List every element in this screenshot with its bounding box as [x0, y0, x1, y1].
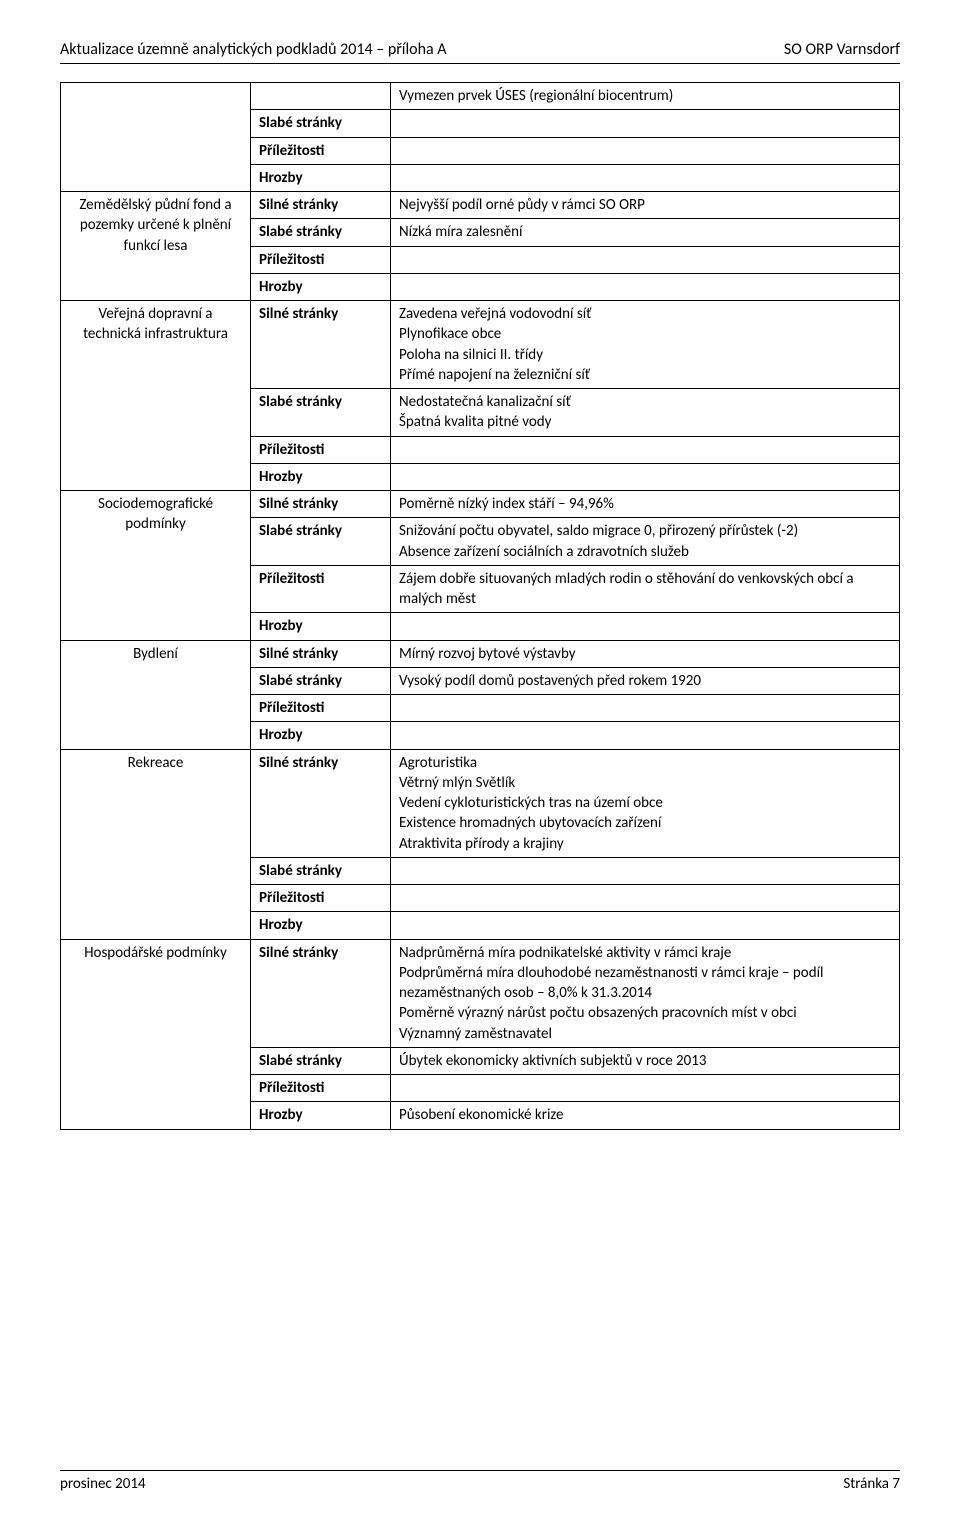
kind-prilezitosti: Příležitosti — [251, 885, 391, 912]
value-cell — [391, 164, 900, 191]
kind-slabe: Slabé stránky — [251, 1047, 391, 1074]
table-row: Rekreace Silné stránky AgroturistikaVětr… — [61, 749, 900, 857]
page-footer: prosinec 2014 Stránka 7 — [60, 1470, 900, 1493]
kind-silne: Silné stránky — [251, 301, 391, 389]
page-header: Aktualizace územně analytických podkladů… — [60, 40, 900, 64]
value-cell: Úbytek ekonomicky aktivních subjektů v r… — [391, 1047, 900, 1074]
value-cell: Působení ekonomické krize — [391, 1102, 900, 1129]
table-row: Zemědělský půdní fond a pozemky určené k… — [61, 192, 900, 219]
kind-silne: Silné stránky — [251, 749, 391, 857]
header-right: SO ORP Varnsdorf — [784, 40, 900, 59]
kind-slabe: Slabé stránky — [251, 667, 391, 694]
value-cell: Nízká míra zalesnění — [391, 219, 900, 246]
kind-blank — [251, 83, 391, 110]
table-row: Sociodemografické podmínky Silné stránky… — [61, 491, 900, 518]
table-row: Vymezen prvek ÚSES (regionální biocentru… — [61, 83, 900, 110]
kind-prilezitosti: Příležitosti — [251, 137, 391, 164]
category-verejna: Veřejná dopravní a technická infrastrukt… — [61, 301, 251, 491]
kind-slabe: Slabé stránky — [251, 110, 391, 137]
value-cell: AgroturistikaVětrný mlýn SvětlíkVedení c… — [391, 749, 900, 857]
category-bydleni: Bydlení — [61, 640, 251, 749]
value-cell — [391, 722, 900, 749]
kind-hrozby: Hrozby — [251, 613, 391, 640]
header-left: Aktualizace územně analytických podkladů… — [60, 40, 447, 59]
value-cell — [391, 885, 900, 912]
kind-hrozby: Hrozby — [251, 722, 391, 749]
value-cell: Poměrně nízký index stáří – 94,96% — [391, 491, 900, 518]
kind-prilezitosti: Příležitosti — [251, 695, 391, 722]
value-cell — [391, 110, 900, 137]
swot-table: Vymezen prvek ÚSES (regionální biocentru… — [60, 82, 900, 1130]
kind-slabe: Slabé stránky — [251, 389, 391, 437]
value-cell: Mírný rozvoj bytové výstavby — [391, 640, 900, 667]
kind-hrozby: Hrozby — [251, 912, 391, 939]
kind-silne: Silné stránky — [251, 640, 391, 667]
kind-hrozby: Hrozby — [251, 164, 391, 191]
value-cell — [391, 613, 900, 640]
value-cell — [391, 137, 900, 164]
value-cell: Snižování počtu obyvatel, saldo migrace … — [391, 518, 900, 566]
value-cell — [391, 857, 900, 884]
kind-slabe: Slabé stránky — [251, 857, 391, 884]
kind-silne: Silné stránky — [251, 491, 391, 518]
kind-silne: Silné stránky — [251, 192, 391, 219]
category-socio: Sociodemografické podmínky — [61, 491, 251, 641]
value-cell: Nadprůměrná míra podnikatelské aktivity … — [391, 939, 900, 1047]
kind-slabe: Slabé stránky — [251, 518, 391, 566]
table-row: Hospodářské podmínky Silné stránky Nadpr… — [61, 939, 900, 1047]
value-cell — [391, 436, 900, 463]
value-cell: Vysoký podíl domů postavených před rokem… — [391, 667, 900, 694]
category-rekreace: Rekreace — [61, 749, 251, 939]
value-cell — [391, 463, 900, 490]
kind-hrozby: Hrozby — [251, 463, 391, 490]
page: Aktualizace územně analytických podkladů… — [0, 0, 960, 1523]
kind-prilezitosti: Příležitosti — [251, 436, 391, 463]
value-cell — [391, 1075, 900, 1102]
kind-silne: Silné stránky — [251, 939, 391, 1047]
value-cell: Nejvyšší podíl orné půdy v rámci SO ORP — [391, 192, 900, 219]
kind-prilezitosti: Příležitosti — [251, 1075, 391, 1102]
category-hospodarske: Hospodářské podmínky — [61, 939, 251, 1129]
value-cell — [391, 912, 900, 939]
kind-prilezitosti: Příležitosti — [251, 565, 391, 613]
category-cell-blank — [61, 83, 251, 192]
kind-hrozby: Hrozby — [251, 1102, 391, 1129]
value-cell: Vymezen prvek ÚSES (regionální biocentru… — [391, 83, 900, 110]
category-zemedelsky: Zemědělský půdní fond a pozemky určené k… — [61, 192, 251, 301]
value-cell: Nedostatečná kanalizační síťŠpatná kvali… — [391, 389, 900, 437]
value-cell: Zavedena veřejná vodovodní síťPlynofikac… — [391, 301, 900, 389]
value-cell — [391, 695, 900, 722]
table-row: Bydlení Silné stránky Mírný rozvoj bytov… — [61, 640, 900, 667]
kind-hrozby: Hrozby — [251, 273, 391, 300]
footer-right: Stránka 7 — [843, 1475, 900, 1493]
value-cell — [391, 246, 900, 273]
table-row: Veřejná dopravní a technická infrastrukt… — [61, 301, 900, 389]
value-cell — [391, 273, 900, 300]
kind-prilezitosti: Příležitosti — [251, 246, 391, 273]
kind-slabe: Slabé stránky — [251, 219, 391, 246]
value-cell: Zájem dobře situovaných mladých rodin o … — [391, 565, 900, 613]
footer-left: prosinec 2014 — [60, 1475, 146, 1493]
